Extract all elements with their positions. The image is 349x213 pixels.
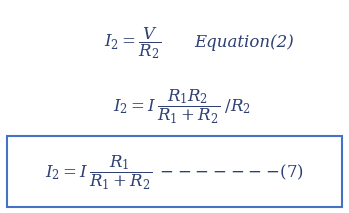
FancyBboxPatch shape <box>7 136 342 207</box>
Text: $I_2 = \dfrac{V}{R_2}$: $I_2 = \dfrac{V}{R_2}$ <box>104 25 161 60</box>
Text: Equation(2): Equation(2) <box>194 34 294 51</box>
Text: $I_2 = I\,\dfrac{R_1}{R_1 + R_2}\;-\!-\!-\!-\!-\!-\!-\!(7)$: $I_2 = I\,\dfrac{R_1}{R_1 + R_2}\;-\!-\!… <box>45 153 304 192</box>
Text: $I_2 = I\,\dfrac{R_1 R_2}{R_1 + R_2}\;/R_2$: $I_2 = I\,\dfrac{R_1 R_2}{R_1 + R_2}\;/R… <box>113 87 250 126</box>
